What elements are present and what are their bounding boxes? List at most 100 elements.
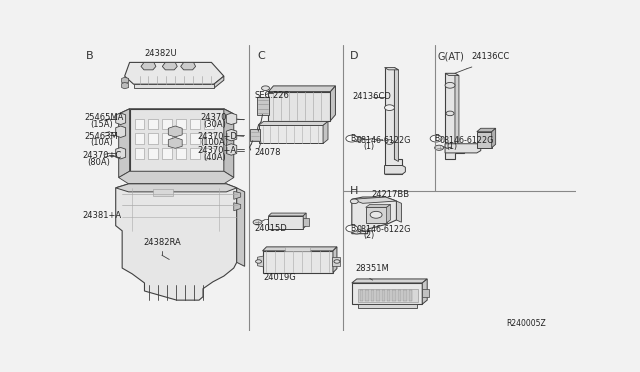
Polygon shape	[403, 290, 407, 301]
Text: 25465MA: 25465MA	[84, 113, 124, 122]
Text: 24370+A: 24370+A	[198, 146, 237, 155]
Polygon shape	[360, 290, 364, 301]
Polygon shape	[385, 68, 399, 70]
Polygon shape	[285, 247, 310, 251]
Polygon shape	[392, 290, 396, 301]
Text: (10A): (10A)	[90, 138, 113, 147]
Polygon shape	[303, 213, 306, 228]
Text: 24370+D: 24370+D	[198, 132, 237, 141]
Polygon shape	[190, 148, 200, 159]
Text: 24382U: 24382U	[145, 49, 177, 58]
Polygon shape	[269, 216, 303, 228]
Text: B: B	[434, 134, 439, 143]
Polygon shape	[148, 148, 158, 159]
Polygon shape	[118, 171, 234, 184]
Polygon shape	[224, 109, 234, 177]
Polygon shape	[257, 256, 264, 267]
Polygon shape	[227, 144, 237, 155]
Polygon shape	[118, 109, 129, 177]
Polygon shape	[492, 128, 495, 148]
Circle shape	[352, 229, 361, 234]
Text: C: C	[257, 51, 266, 61]
Polygon shape	[259, 121, 328, 125]
Polygon shape	[234, 203, 241, 211]
Text: 08146-6122G: 08146-6122G	[356, 136, 411, 145]
Polygon shape	[190, 134, 200, 144]
Text: 24015D: 24015D	[255, 224, 287, 233]
Polygon shape	[323, 121, 328, 144]
Text: H: H	[350, 186, 358, 196]
Circle shape	[446, 111, 454, 116]
Circle shape	[253, 219, 262, 225]
Polygon shape	[116, 184, 237, 192]
Text: 24382RA: 24382RA	[143, 238, 181, 247]
Polygon shape	[141, 62, 156, 70]
Polygon shape	[129, 109, 224, 171]
Text: 08146-6122G: 08146-6122G	[356, 225, 411, 234]
Polygon shape	[445, 73, 459, 76]
Polygon shape	[269, 92, 330, 121]
Text: D: D	[350, 51, 359, 61]
Polygon shape	[352, 197, 396, 203]
Polygon shape	[134, 84, 214, 88]
Circle shape	[255, 260, 262, 263]
Polygon shape	[237, 188, 244, 266]
Polygon shape	[227, 113, 237, 125]
Text: (40A): (40A)	[204, 153, 227, 162]
Text: 08146-6122G: 08146-6122G	[440, 136, 494, 145]
Polygon shape	[477, 128, 495, 132]
Text: (15A): (15A)	[90, 120, 113, 129]
Text: SEC.226: SEC.226	[255, 91, 289, 100]
Polygon shape	[163, 119, 172, 129]
Polygon shape	[125, 62, 224, 84]
Polygon shape	[409, 290, 412, 301]
Polygon shape	[134, 119, 145, 129]
Polygon shape	[134, 148, 145, 159]
Text: 28351M: 28351M	[356, 264, 390, 273]
Polygon shape	[204, 148, 214, 159]
Polygon shape	[204, 134, 214, 144]
Polygon shape	[227, 129, 237, 141]
Text: (1): (1)	[447, 142, 458, 151]
Polygon shape	[163, 134, 172, 144]
Polygon shape	[385, 166, 405, 174]
Circle shape	[385, 140, 394, 144]
Polygon shape	[394, 68, 399, 161]
Polygon shape	[214, 76, 224, 88]
Polygon shape	[398, 290, 401, 301]
Polygon shape	[116, 113, 125, 125]
Polygon shape	[118, 109, 234, 119]
Polygon shape	[168, 137, 182, 148]
Circle shape	[334, 260, 340, 263]
Polygon shape	[122, 77, 129, 84]
Polygon shape	[163, 62, 177, 70]
Circle shape	[385, 105, 394, 110]
Polygon shape	[259, 125, 323, 144]
Circle shape	[430, 135, 442, 142]
Polygon shape	[396, 201, 401, 222]
Text: 24217BB: 24217BB	[371, 190, 409, 199]
Text: 24019G: 24019G	[264, 273, 296, 282]
Polygon shape	[116, 147, 125, 159]
Polygon shape	[445, 73, 465, 159]
Polygon shape	[365, 290, 369, 301]
Text: (30A): (30A)	[204, 120, 227, 129]
Polygon shape	[176, 148, 186, 159]
Text: 25463M: 25463M	[84, 132, 118, 141]
Polygon shape	[154, 189, 173, 196]
Polygon shape	[422, 289, 429, 297]
Text: B: B	[350, 134, 355, 143]
Polygon shape	[332, 257, 340, 266]
Polygon shape	[168, 126, 182, 137]
Circle shape	[346, 135, 358, 142]
Polygon shape	[204, 119, 214, 129]
Polygon shape	[148, 134, 158, 144]
Polygon shape	[180, 62, 196, 70]
Text: 24370+C: 24370+C	[83, 151, 122, 160]
Polygon shape	[330, 86, 335, 121]
Circle shape	[350, 199, 358, 203]
Polygon shape	[371, 290, 374, 301]
Polygon shape	[190, 119, 200, 129]
Circle shape	[435, 145, 444, 150]
Polygon shape	[269, 213, 306, 216]
